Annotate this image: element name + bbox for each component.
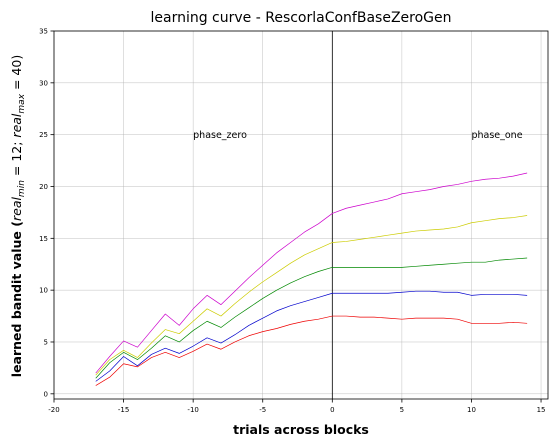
- y-axis-label-eq1: = 12;: [9, 138, 24, 181]
- y-axis-label: learned bandit value (realmin = 12; real…: [9, 55, 27, 377]
- series-line-4: [95, 290, 528, 382]
- x-tick-label: 10: [467, 406, 476, 414]
- x-tick-label: 15: [537, 406, 546, 414]
- x-axis-label: trials across blocks: [233, 422, 369, 437]
- x-tick-label: 0: [330, 406, 334, 414]
- chart-title: learning curve - RescorlaConfBaseZeroGen: [150, 10, 451, 26]
- series-line-3: [95, 257, 528, 379]
- y-tick-label: 5: [44, 338, 48, 346]
- series-line-2: [95, 215, 528, 376]
- y-tick-label: 15: [39, 235, 48, 243]
- y-axis-label-sub1: min: [17, 180, 27, 197]
- x-tick-label: 5: [400, 406, 404, 414]
- x-axis-ticks: -20 -15 -10 -5 0 5 10 15: [48, 399, 546, 414]
- y-axis-label-lead: learned bandit value (: [9, 221, 24, 377]
- y-tick-label: 20: [39, 183, 48, 191]
- y-tick-label: 25: [39, 131, 48, 139]
- y-axis-label-sub2: max: [17, 93, 27, 113]
- y-tick-label: 35: [39, 28, 48, 36]
- phase-annotations: phase_zero phase_one: [193, 130, 523, 141]
- y-tick-label: 0: [44, 390, 48, 398]
- x-tick-label: -20: [48, 406, 59, 414]
- plot-frame: [53, 30, 549, 400]
- y-axis-label-eq2: = 40): [9, 55, 24, 94]
- series-lines: [95, 172, 528, 386]
- series-line-1: [95, 172, 528, 374]
- x-tick-label: -5: [259, 406, 266, 414]
- series-line-5: [95, 315, 528, 386]
- y-axis-label-var1: real: [9, 197, 24, 221]
- y-axis-ticks: 0 5 10 15 20 25 30 35: [39, 28, 54, 398]
- x-tick-label: -10: [187, 406, 198, 414]
- y-tick-label: 30: [39, 79, 48, 87]
- y-axis-label-var2: real: [9, 113, 24, 137]
- phase-annotation: phase_one: [471, 130, 522, 141]
- x-tick-label: -15: [118, 406, 129, 414]
- phase-annotation: phase_zero: [193, 130, 247, 141]
- y-tick-label: 10: [39, 287, 48, 295]
